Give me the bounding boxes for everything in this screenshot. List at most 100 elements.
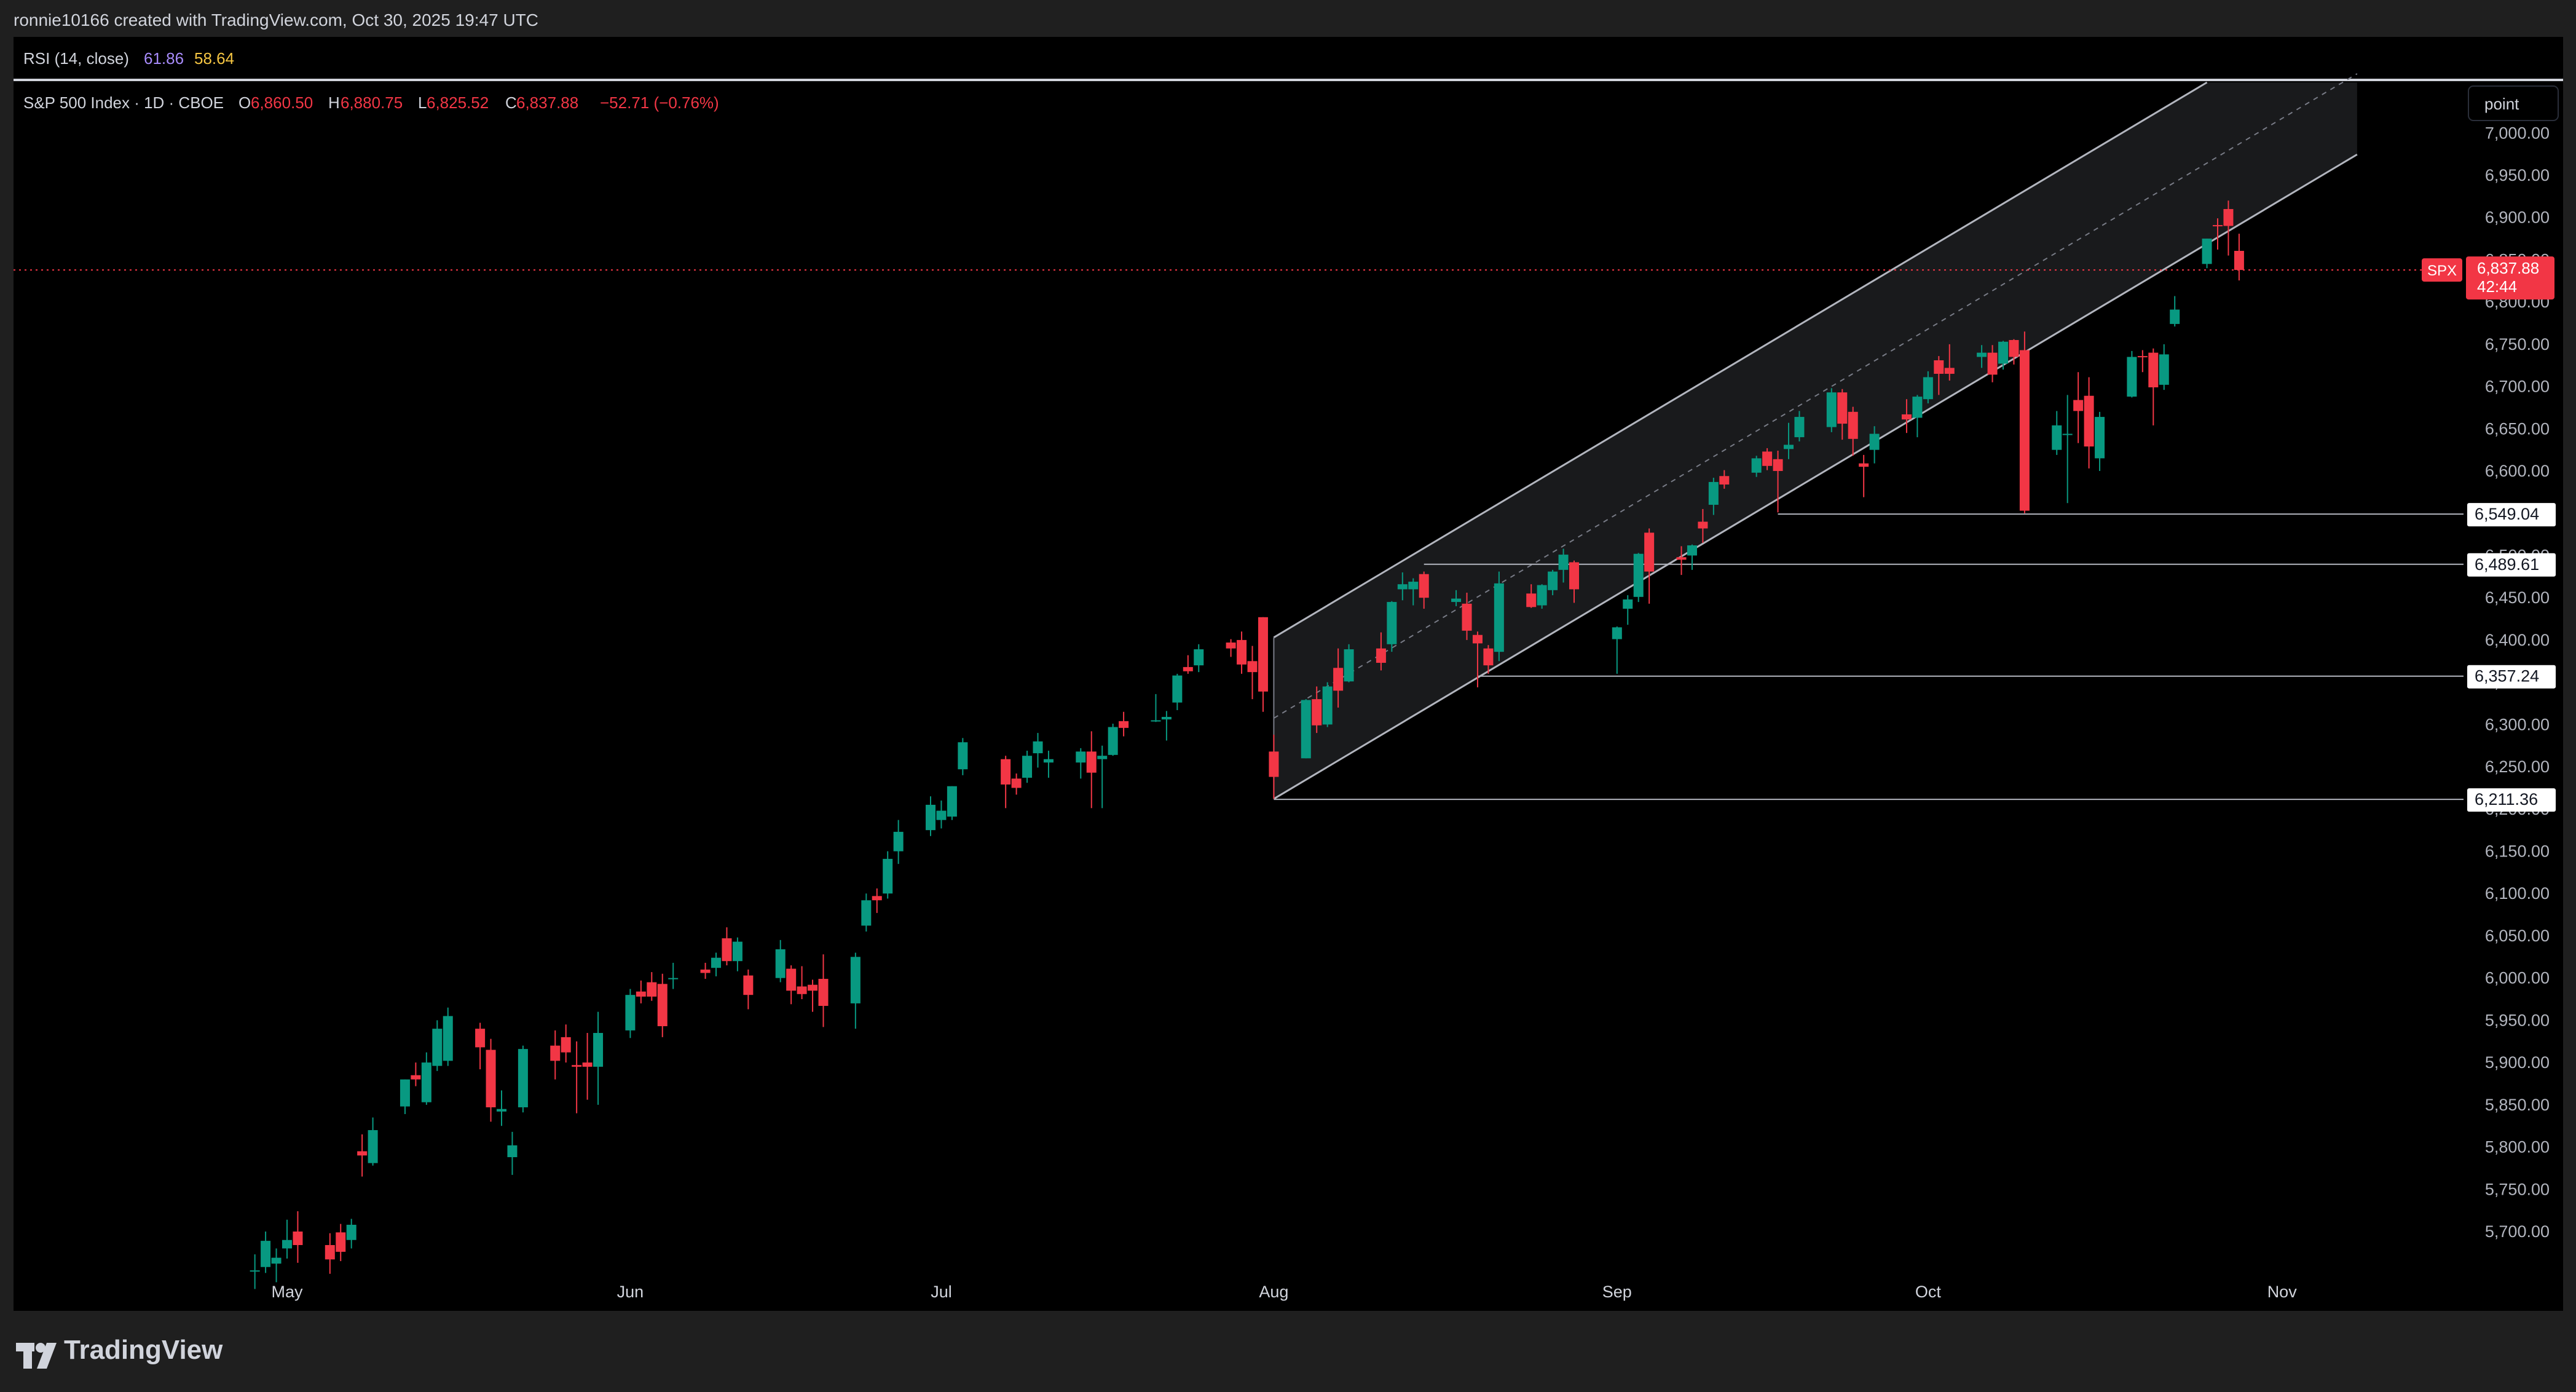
candle-body bbox=[357, 1151, 368, 1156]
candle-body bbox=[1269, 751, 1279, 777]
candle-body bbox=[1022, 756, 1033, 778]
candle bbox=[271, 1248, 282, 1283]
time-axis[interactable]: May Jun Jul Aug Sep Oct Nov bbox=[271, 1283, 2297, 1301]
candle-body bbox=[325, 1244, 335, 1260]
candle bbox=[926, 796, 935, 836]
candle-body bbox=[443, 1016, 453, 1061]
x-tick-label: May bbox=[271, 1283, 303, 1301]
channel-fill bbox=[1274, 82, 2357, 799]
candle-body bbox=[2019, 350, 2030, 511]
level-label: 6,357.24 bbox=[2475, 667, 2539, 686]
candle bbox=[293, 1211, 303, 1263]
candle-body bbox=[2009, 340, 2019, 357]
rsi-label: RSI (14, close) bbox=[23, 49, 129, 68]
candle-body bbox=[1086, 751, 1097, 773]
candle bbox=[668, 962, 679, 989]
candle bbox=[1977, 345, 1987, 368]
candle-body bbox=[271, 1257, 282, 1264]
candle bbox=[947, 786, 957, 820]
candle bbox=[486, 1038, 496, 1122]
candle bbox=[797, 966, 807, 1000]
candle bbox=[261, 1232, 271, 1273]
tradingview-logo[interactable]: TradingView bbox=[16, 1335, 223, 1369]
candle bbox=[325, 1233, 335, 1274]
candle-body bbox=[1837, 392, 1848, 424]
horizontal-levels[interactable] bbox=[1274, 513, 2464, 801]
candle bbox=[572, 1041, 582, 1113]
candle bbox=[2223, 200, 2234, 256]
y-tick-label: 6,650.00 bbox=[2485, 419, 2550, 438]
candle bbox=[2159, 344, 2169, 390]
candle-body bbox=[1301, 700, 1311, 759]
candle-body bbox=[1237, 639, 1247, 665]
candle-body bbox=[732, 941, 742, 962]
candle-body bbox=[1119, 721, 1129, 728]
candle-body bbox=[1419, 574, 1429, 598]
candle-body bbox=[1194, 649, 1204, 666]
legend-low-value: 6,825.52 bbox=[427, 93, 489, 112]
candle bbox=[2148, 348, 2159, 425]
candle-body bbox=[1043, 759, 1054, 763]
level-label-bg bbox=[2467, 665, 2556, 689]
y-tick-label: 6,050.00 bbox=[2485, 927, 2550, 945]
candle-body bbox=[743, 975, 754, 995]
parallel-channel[interactable] bbox=[1273, 73, 2358, 800]
candle bbox=[1944, 344, 1955, 381]
candle-body bbox=[893, 831, 904, 852]
candle bbox=[1633, 553, 1644, 603]
candle bbox=[1751, 456, 1762, 477]
level-label: 6,211.36 bbox=[2475, 790, 2538, 809]
candle-body bbox=[1901, 414, 1912, 420]
candle-body bbox=[2223, 208, 2234, 226]
candle bbox=[625, 989, 636, 1038]
channel-upper-line[interactable] bbox=[1273, 81, 2208, 639]
candle-body bbox=[926, 804, 935, 831]
y-tick-label: 6,900.00 bbox=[2485, 208, 2550, 227]
candle-body bbox=[411, 1075, 421, 1080]
point-button[interactable]: point bbox=[2468, 85, 2559, 121]
channel-median-line[interactable] bbox=[1273, 73, 2358, 719]
candle-body bbox=[550, 1045, 561, 1061]
candle bbox=[936, 801, 947, 829]
candle bbox=[958, 738, 968, 775]
level-price-labels: 6,549.04 6,489.61 6,357.24 6,211.36 bbox=[2467, 503, 2556, 812]
candle bbox=[1387, 601, 1397, 652]
candle-body bbox=[282, 1240, 292, 1249]
candle-body bbox=[250, 1270, 260, 1272]
candle-body bbox=[1151, 720, 1161, 722]
candle-body bbox=[1708, 481, 1719, 505]
candle-body bbox=[1322, 686, 1333, 725]
channel-lower-line[interactable] bbox=[1273, 153, 2358, 800]
pane-separator[interactable] bbox=[14, 79, 2563, 81]
candle-body bbox=[1977, 352, 1987, 357]
candle bbox=[636, 980, 646, 1003]
candle bbox=[1869, 426, 1880, 464]
candle-body bbox=[657, 984, 668, 1027]
y-tick-label: 6,400.00 bbox=[2485, 631, 2550, 649]
candle bbox=[861, 893, 872, 932]
candle-body bbox=[507, 1145, 518, 1158]
candle-body bbox=[2159, 354, 2169, 385]
candle bbox=[1987, 345, 1998, 382]
rsi-value: 61.86 bbox=[144, 49, 184, 68]
symbol-tag-text: SPX bbox=[2427, 263, 2457, 279]
rsi-ma-value: 58.64 bbox=[194, 49, 234, 68]
candle bbox=[1344, 644, 1354, 682]
point-button-bg[interactable] bbox=[2468, 85, 2559, 121]
legend-close-value: 6,837.88 bbox=[516, 93, 578, 112]
point-button-label[interactable]: point bbox=[2484, 95, 2519, 113]
candle-body bbox=[1859, 463, 1869, 467]
candle-body bbox=[711, 957, 721, 968]
candle bbox=[336, 1224, 346, 1262]
candle-body bbox=[808, 984, 818, 991]
candle bbox=[2234, 234, 2244, 281]
candle-body bbox=[486, 1050, 496, 1107]
candlestick-series bbox=[250, 200, 2244, 1289]
candle bbox=[1687, 544, 1697, 570]
candle bbox=[411, 1062, 421, 1086]
candle-body bbox=[497, 1109, 506, 1112]
candle-body bbox=[1526, 593, 1537, 607]
candle bbox=[732, 937, 742, 971]
candle-body bbox=[2073, 400, 2084, 411]
